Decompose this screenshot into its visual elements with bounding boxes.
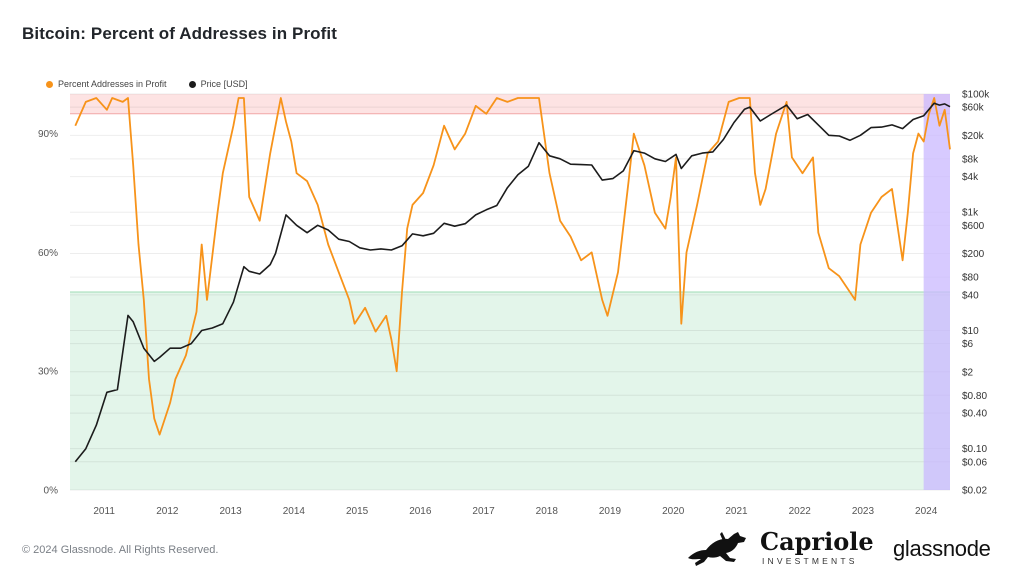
x-tick-label-2017: 2017: [472, 506, 495, 517]
right-tick-label-9: $80: [962, 273, 979, 284]
right-tick-label-4: $0.80: [962, 391, 987, 402]
right-tick-label-10: $200: [962, 249, 985, 260]
chart-highlight: [923, 94, 950, 490]
legend: Percent Addresses in Profit Price [USD]: [46, 79, 248, 89]
horse-icon: [688, 532, 746, 566]
right-tick-label-5: $2: [962, 367, 974, 378]
chart-bands: [70, 94, 950, 490]
x-tick-label-2020: 2020: [662, 506, 685, 517]
left-tick-label-3: 90%: [38, 129, 58, 140]
chart-axes: 2011 2012 2013 2014 2015 2016 2017 2018 2019 2020…: [38, 90, 990, 518]
chart-grid: [70, 93, 950, 491]
x-tick-label-2024: 2024: [915, 506, 938, 517]
series-line-price: [74, 102, 951, 463]
right-tick-label-11: $600: [962, 221, 985, 232]
x-tick-label-2015: 2015: [346, 506, 369, 517]
left-tick-label-2: 60%: [38, 248, 58, 259]
right-tick-label-3: $0.40: [962, 409, 987, 420]
x-tick-label-2023: 2023: [852, 506, 875, 517]
right-tick-label-8: $40: [962, 290, 979, 301]
legend-dot-percent: [46, 80, 53, 88]
x-tick-label-2011: 2011: [93, 506, 115, 517]
left-tick-label-1: 30%: [38, 367, 58, 378]
legend-item-price[interactable]: Price [USD]: [188, 79, 248, 89]
x-tick-label-2013: 2013: [219, 506, 242, 517]
x-tick-label-2018: 2018: [536, 506, 559, 517]
glassnode-logo: glassnode: [893, 536, 991, 561]
legend-dot-price: [188, 80, 196, 88]
right-tick-label-12: $1k: [962, 208, 979, 219]
x-tick-label-2016: 2016: [409, 506, 432, 517]
legend-item-percent[interactable]: Percent Addresses in Profit: [46, 79, 167, 89]
x-tick-label-2019: 2019: [599, 506, 622, 517]
capriole-name: Capriole: [760, 527, 874, 557]
copyright-text: © 2024 Glassnode. All Rights Reserved.: [22, 544, 219, 556]
x-tick-label-2021: 2021: [725, 506, 748, 517]
right-tick-label-14: $8k: [962, 154, 979, 165]
x-tick-label-2012: 2012: [156, 506, 179, 517]
right-tick-label-1: $0.06: [962, 457, 987, 468]
right-tick-label-17: $100k: [962, 90, 990, 101]
chart-title: Bitcoin: Percent of Addresses in Profit: [22, 24, 337, 43]
right-tick-label-2: $0.10: [962, 444, 987, 455]
x-tick-label-2022: 2022: [789, 506, 812, 517]
right-tick-label-13: $4k: [962, 172, 979, 183]
band-overheated: [70, 94, 950, 114]
band-undervalued: [70, 292, 950, 490]
right-tick-label-15: $20k: [962, 131, 985, 142]
chart-series: [74, 97, 951, 463]
legend-label-percent: Percent Addresses in Profit: [58, 79, 167, 89]
series-line-percent-profit: [74, 97, 951, 436]
x-tick-label-2014: 2014: [283, 506, 306, 517]
right-tick-label-0: $0.02: [962, 486, 987, 497]
right-tick-label-6: $6: [962, 339, 974, 350]
highlight-2024: [923, 94, 950, 490]
capriole-subtitle: INVESTMENTS: [762, 556, 858, 567]
legend-label-price: Price [USD]: [200, 79, 248, 89]
right-tick-label-16: $60k: [962, 103, 985, 114]
left-tick-label-0: 0%: [44, 486, 59, 497]
capriole-logo: Capriole INVESTMENTS: [686, 528, 874, 568]
right-tick-label-7: $10: [962, 326, 979, 337]
